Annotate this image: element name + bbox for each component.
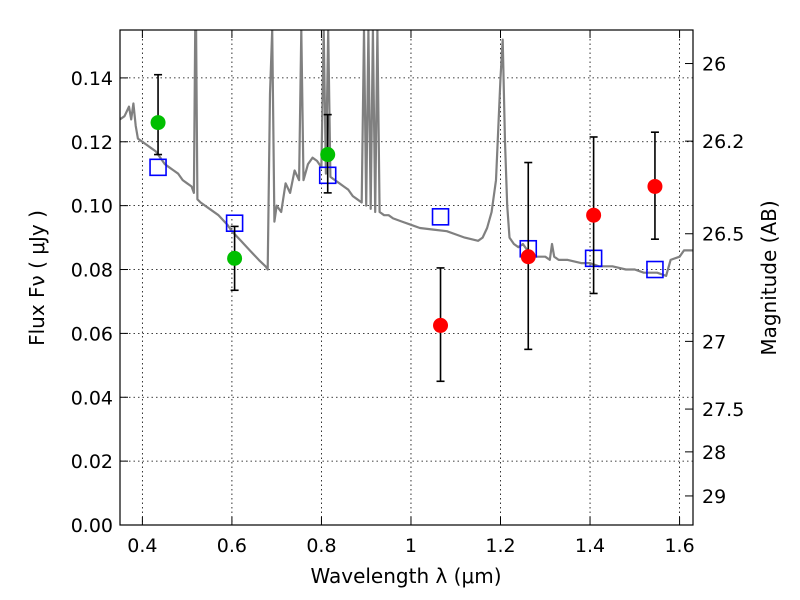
- observed-flux-point: [647, 178, 663, 194]
- x-tick-label: 0.4: [127, 535, 157, 557]
- y2-tick-label: 26.5: [702, 224, 744, 246]
- y-tick-label: 0.02: [71, 451, 113, 473]
- x-tick-label: 0.6: [217, 535, 247, 557]
- plot-area: [120, 30, 693, 277]
- data-markers: [149, 73, 664, 383]
- grid: [120, 30, 693, 526]
- model-spectrum-line: [120, 30, 693, 277]
- y2-tick-label: 28: [702, 442, 726, 464]
- y2-tick-label: 27.5: [702, 399, 744, 421]
- y-tick-label: 0.12: [71, 132, 113, 154]
- model-flux-square: [646, 260, 664, 279]
- y-tick-label: 0.04: [71, 387, 113, 409]
- y-tick-label: 0.06: [71, 323, 113, 345]
- x-axis-label: Wavelength λ (μm): [310, 564, 501, 588]
- y2-tick-label: 29: [702, 486, 726, 508]
- model-flux-square: [431, 208, 450, 226]
- y-tick-label: 0.00: [71, 515, 113, 537]
- plot-frame: [119, 29, 694, 526]
- y-tick-label: 0.10: [71, 196, 113, 218]
- y2-tick-label: 27: [702, 331, 726, 353]
- model-flux-square: [149, 158, 167, 177]
- x-tick-label: 1.6: [664, 535, 694, 557]
- x-tick-label: 1.2: [485, 535, 515, 557]
- observed-flux-point: [320, 147, 336, 163]
- axis-ticks: 0.4 0.6 0.8 1 1.2 1.4 1.6 0.00 0.02 0.04 0.06 0.08 0…: [71, 30, 744, 557]
- observed-flux-point: [520, 249, 536, 265]
- observed-flux-point: [586, 207, 602, 223]
- y-axis-label: Flux Fν ( μJy ): [25, 210, 49, 346]
- observed-flux-point: [150, 115, 166, 131]
- x-tick-label: 1: [405, 535, 417, 557]
- y2-tick-label: 26.2: [702, 131, 744, 153]
- x-tick-label: 1.4: [575, 535, 605, 557]
- y2-axis-label: Magnitude (AB): [757, 200, 781, 355]
- observed-flux-point: [433, 317, 449, 333]
- y-tick-label: 0.14: [71, 68, 113, 90]
- y-tick-label: 0.08: [71, 260, 113, 282]
- x-tick-label: 0.8: [306, 535, 336, 557]
- observed-flux-point: [227, 250, 243, 266]
- y2-tick-label: 26: [702, 54, 726, 76]
